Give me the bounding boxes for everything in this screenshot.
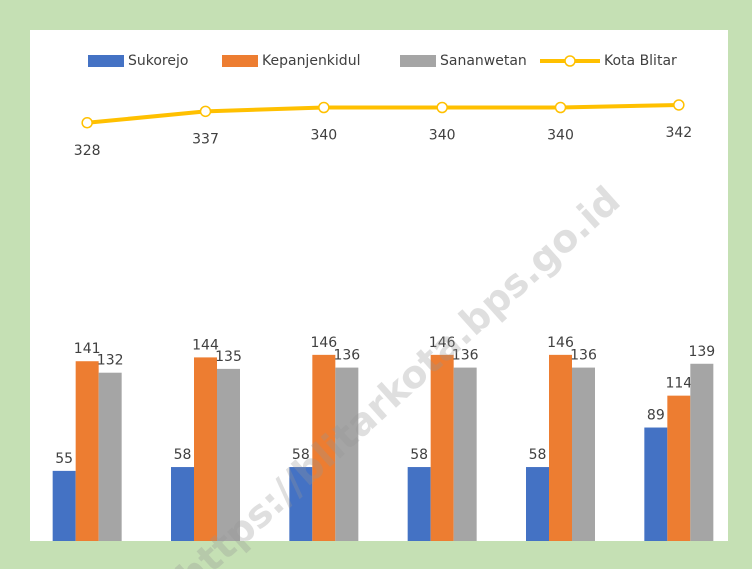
data-label: 55: [55, 451, 73, 467]
data-label: 340: [547, 128, 574, 144]
data-label: 337: [192, 131, 219, 147]
bar: [453, 367, 477, 541]
data-label: 139: [688, 344, 715, 360]
legend-label: Kepanjenkidul: [262, 53, 360, 69]
data-label: 146: [547, 335, 574, 351]
bar: [407, 467, 431, 541]
data-label: 340: [310, 128, 337, 144]
bar: [549, 354, 572, 541]
data-label: 136: [452, 348, 479, 364]
bar: [98, 372, 122, 541]
bar: [217, 368, 240, 541]
legend-swatch: [564, 55, 576, 67]
data-label: 58: [174, 447, 192, 463]
legend-label: Kota Blitar: [604, 53, 677, 69]
bar: [430, 354, 454, 541]
data-label: 342: [665, 125, 692, 141]
bar: [194, 357, 217, 541]
data-label: 328: [74, 143, 101, 159]
data-label: 340: [429, 128, 456, 144]
bar: [690, 363, 714, 541]
data-label: 114: [665, 376, 692, 392]
data-label: 146: [429, 335, 456, 351]
legend-swatch: [88, 55, 124, 67]
line: [86, 102, 679, 125]
data-label: 135: [215, 349, 242, 365]
bar: [526, 467, 549, 541]
bar: [644, 427, 668, 541]
line-marker: [199, 105, 212, 118]
bar: [289, 467, 313, 541]
data-label: 89: [647, 408, 665, 424]
bar: [312, 354, 336, 541]
bar: [667, 395, 691, 541]
data-label: 144: [192, 337, 219, 353]
line-marker: [554, 101, 567, 114]
data-label: 141: [74, 341, 101, 357]
bar: [171, 467, 194, 541]
legend-label: Sukorejo: [128, 53, 188, 69]
line-marker: [436, 101, 448, 114]
data-label: 58: [410, 447, 428, 463]
data-label: 136: [333, 348, 360, 364]
data-label: 136: [570, 348, 597, 364]
data-label: 146: [310, 335, 337, 351]
legend-swatch: [222, 55, 258, 67]
data-label: 132: [97, 353, 124, 369]
data-label: 58: [292, 447, 310, 463]
legend-label: Sananwetan: [440, 53, 527, 69]
bar: [572, 367, 595, 541]
line-marker: [81, 117, 93, 129]
line-marker: [673, 99, 685, 111]
line-marker: [318, 101, 330, 114]
bar: [75, 361, 99, 541]
legend-swatch: [400, 55, 436, 67]
bar: [335, 367, 359, 541]
data-label: 58: [529, 447, 547, 463]
bar: [52, 470, 76, 541]
